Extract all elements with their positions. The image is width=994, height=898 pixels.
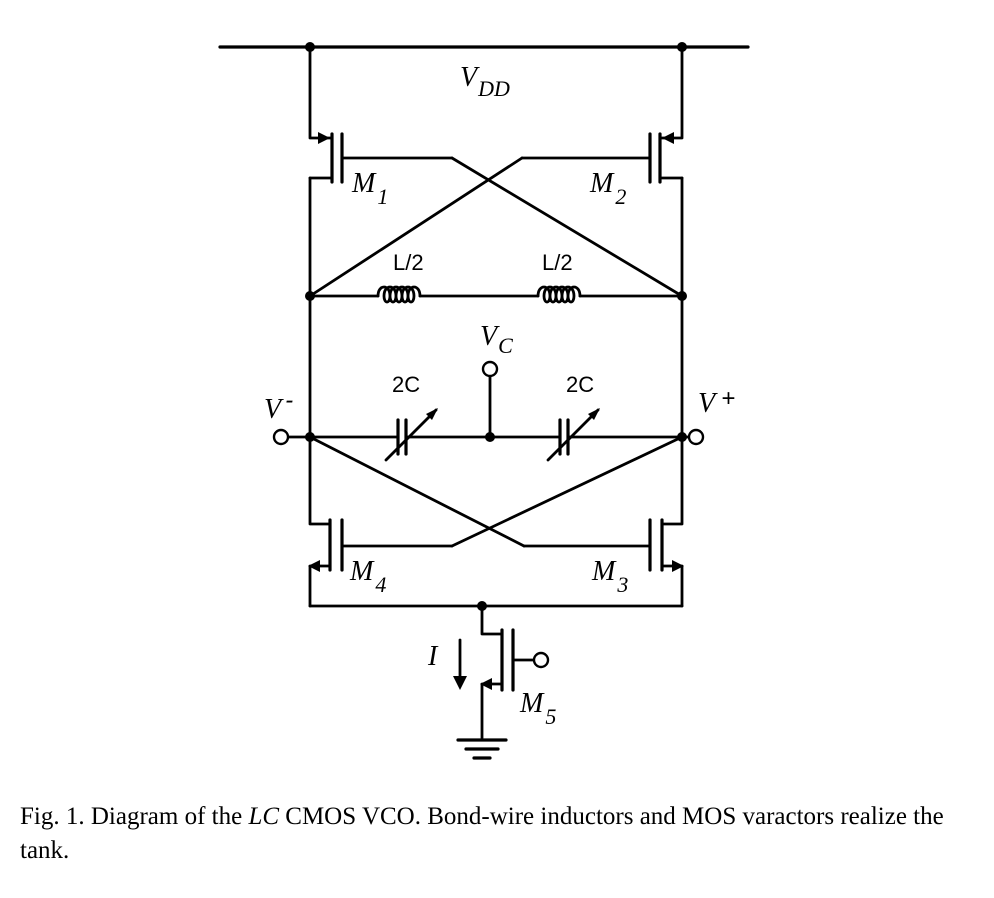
ground-icon [456,738,508,760]
cross-wire-m1-gate [450,156,684,298]
label-cap-right: 2C [566,372,594,397]
label-m1: M1 [351,168,388,209]
terminal-m5-bias [532,651,550,669]
label-vdd: VDD [460,62,510,101]
label-m4: M4 [349,556,386,597]
transistor-m1 [308,45,454,298]
current-arrow-icon [453,638,467,690]
label-inductor-left: L/2 [393,250,424,275]
label-vplus: V + [698,385,735,419]
label-vc: VC [480,321,513,358]
transistor-m4 [308,435,454,608]
caption-prefix: Fig. 1. Diagram of the [20,803,249,830]
transistor-m2 [520,45,684,298]
varactor-right [546,408,600,462]
label-m2: M2 [589,168,626,209]
terminal-vplus [687,428,705,446]
terminal-vc [481,360,499,378]
vco-schematic: VDD M1 M2 L/2 L/2 VC 2C 2C V- V + M4 M3 I… [218,42,750,760]
inductor-right [536,285,684,304]
label-inductor-right: L/2 [542,250,573,275]
cross-wire-m4-gate [450,435,684,548]
transistor-m5 [480,604,550,740]
figure-caption: Fig. 1. Diagram of the LC CMOS VCO. Bond… [20,800,970,868]
label-m3: M3 [591,556,628,597]
cross-wire-m2-gate [308,156,524,298]
label-cap-left: 2C [392,372,420,397]
label-vminus: V- [264,387,293,425]
label-m5: M5 [519,688,556,729]
terminal-vminus [272,428,290,446]
varactor-left [384,408,438,462]
caption-lc: LC [248,803,280,830]
transistor-m3 [522,435,684,608]
caption-suffix: CMOS VCO. Bond-wire inductors and MOS va… [20,803,944,864]
label-current: I [427,641,439,672]
inductor-left [308,285,540,304]
